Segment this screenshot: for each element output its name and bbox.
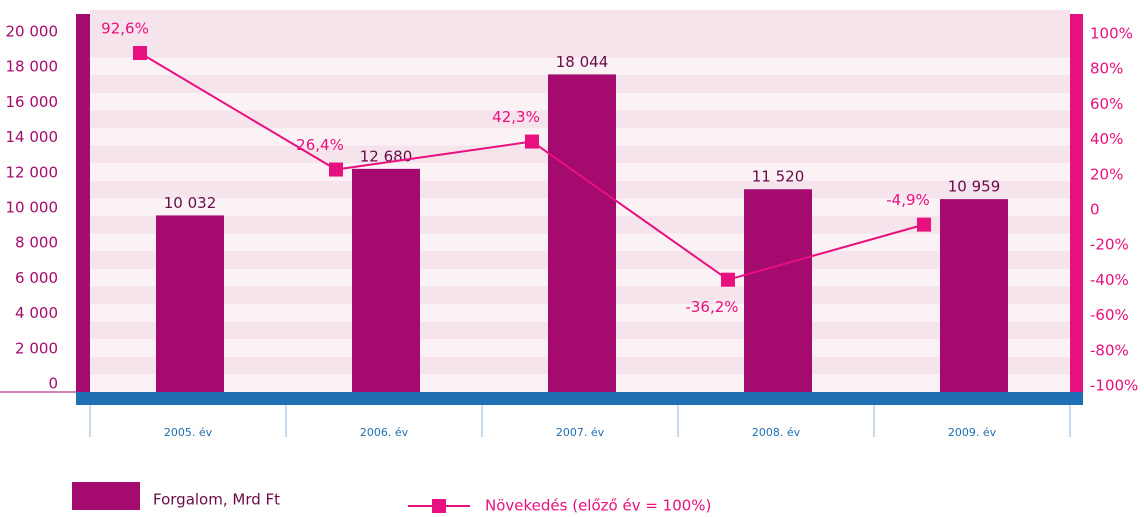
bar-value-label: 18 044 bbox=[556, 53, 609, 71]
y2-tick-label: 60% bbox=[1090, 95, 1123, 113]
right-axis-bar bbox=[1070, 14, 1083, 392]
y2-tick-label: -40% bbox=[1090, 271, 1129, 289]
grid-band bbox=[90, 57, 1070, 76]
line-value-label: -4,9% bbox=[886, 191, 930, 209]
y-tick-label: 12 000 bbox=[6, 163, 59, 181]
y-tick-label: 20 000 bbox=[6, 23, 59, 41]
legend-marker bbox=[432, 499, 446, 513]
bar-value-label: 10 032 bbox=[164, 194, 217, 212]
y2-tick-label: 0 bbox=[1090, 201, 1100, 219]
y-tick-label: 16 000 bbox=[6, 93, 59, 111]
y2-tick-label: -60% bbox=[1090, 306, 1129, 324]
y2-tick-label: 40% bbox=[1090, 130, 1123, 148]
line-marker bbox=[525, 134, 539, 149]
y-tick-label: 18 000 bbox=[6, 58, 59, 76]
y-tick-label: 6 000 bbox=[15, 269, 58, 287]
line-marker bbox=[721, 272, 735, 287]
line-marker bbox=[133, 46, 147, 61]
bar-value-label: 11 520 bbox=[752, 168, 805, 186]
legend-swatch bbox=[72, 482, 140, 510]
bar bbox=[940, 199, 1008, 392]
line-value-label: -36,2% bbox=[685, 298, 738, 316]
y2-tick-label: -100% bbox=[1090, 377, 1138, 395]
x-tick-label: 2005. év bbox=[164, 426, 213, 439]
legend-label: Növekedés (előző év = 100%) bbox=[485, 497, 711, 515]
y-tick-label: 2 000 bbox=[15, 339, 58, 357]
y2-tick-label: 20% bbox=[1090, 165, 1123, 183]
bar-value-label: 10 959 bbox=[948, 178, 1001, 196]
line-marker bbox=[329, 162, 343, 177]
bar bbox=[744, 189, 812, 392]
y2-tick-label: -20% bbox=[1090, 236, 1129, 254]
y2-tick-label: 100% bbox=[1090, 25, 1133, 43]
y-tick-label: 8 000 bbox=[15, 234, 58, 252]
line-value-label: 42,3% bbox=[492, 108, 540, 126]
line-value-label: 92,6% bbox=[101, 20, 149, 38]
bar bbox=[352, 168, 420, 392]
left-axis-bar bbox=[76, 14, 90, 392]
y2-tick-label: -80% bbox=[1090, 341, 1129, 359]
x-tick-label: 2008. év bbox=[752, 426, 801, 439]
x-tick-label: 2009. év bbox=[948, 426, 997, 439]
x-axis-band bbox=[76, 392, 1083, 405]
bar bbox=[156, 215, 224, 392]
line-value-label: 26,4% bbox=[296, 136, 344, 154]
bar bbox=[548, 74, 616, 392]
x-tick-label: 2006. év bbox=[360, 426, 409, 439]
legend-label: Forgalom, Mrd Ft bbox=[153, 491, 280, 509]
y-tick-label: 14 000 bbox=[6, 128, 59, 146]
y2-tick-label: 80% bbox=[1090, 60, 1123, 78]
line-marker bbox=[917, 217, 931, 232]
y-tick-label: 4 000 bbox=[15, 304, 58, 322]
x-tick-label: 2007. év bbox=[556, 426, 605, 439]
y-tick-label: 0 bbox=[48, 375, 58, 393]
y-tick-label: 10 000 bbox=[6, 199, 59, 217]
